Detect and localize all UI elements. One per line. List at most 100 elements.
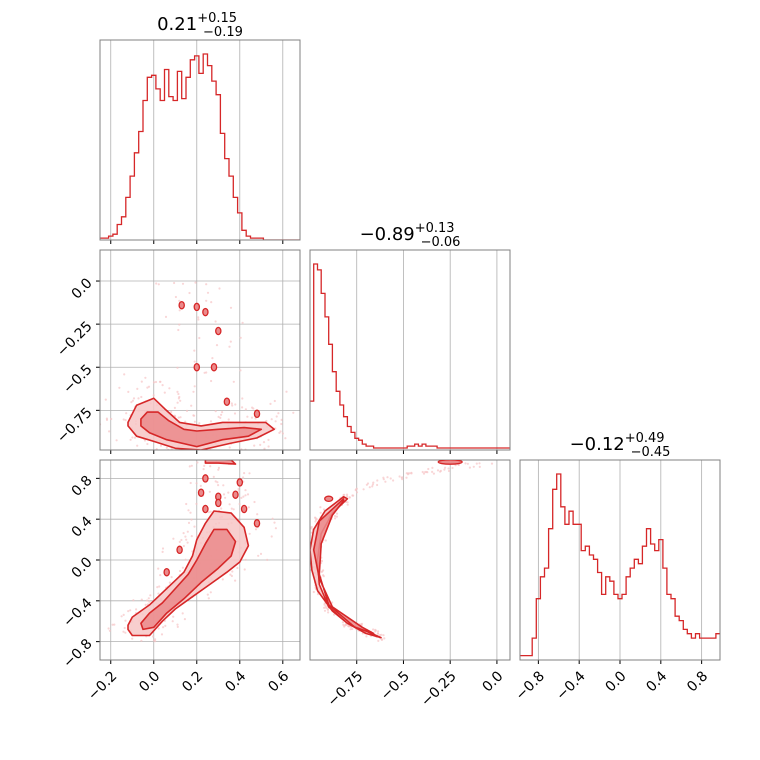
contour-island <box>193 302 201 312</box>
sample-point <box>193 349 196 352</box>
sample-point <box>383 637 386 640</box>
x-tick-label: −0.5 <box>378 668 413 703</box>
sample-point <box>208 490 211 493</box>
sample-point <box>410 472 413 475</box>
sample-point <box>159 380 162 383</box>
x-tick-label: 0.2 <box>179 668 206 695</box>
sample-point <box>319 506 322 509</box>
sample-point <box>398 475 401 478</box>
density-panel-2-0 <box>96 454 301 664</box>
sample-point <box>186 530 189 533</box>
sample-point <box>136 444 139 447</box>
sample-point <box>108 629 111 632</box>
sample-point <box>349 628 352 631</box>
hist-title-0: 0.21+0.15 −0.19 <box>157 11 243 40</box>
sample-point <box>162 626 165 629</box>
sample-point <box>187 509 190 512</box>
sample-point <box>130 401 133 404</box>
sample-point <box>259 443 262 446</box>
sample-point <box>131 637 134 640</box>
sample-point <box>210 379 213 383</box>
sample-point <box>192 390 195 393</box>
sample-point <box>129 609 132 612</box>
sample-point <box>144 376 147 379</box>
sample-point <box>439 469 442 472</box>
histogram-panel-2 <box>519 459 721 664</box>
sample-point <box>214 320 217 323</box>
sample-point <box>220 451 222 453</box>
sample-point <box>125 412 128 415</box>
sample-point <box>188 465 191 468</box>
sample-point <box>187 454 189 456</box>
sample-point <box>447 467 450 470</box>
sample-point <box>127 390 130 393</box>
sample-point <box>193 385 196 388</box>
sample-point <box>431 466 434 469</box>
sample-point <box>135 608 138 611</box>
sample-point <box>122 630 125 633</box>
sample-point <box>242 495 245 498</box>
sample-point <box>205 299 208 302</box>
sample-point <box>269 402 272 405</box>
sample-point <box>323 609 327 612</box>
sample-point <box>262 441 266 444</box>
contour-island <box>240 504 248 514</box>
sample-point <box>256 457 258 459</box>
sample-point <box>104 398 107 401</box>
sample-point <box>312 590 315 594</box>
sample-point <box>320 570 323 574</box>
sample-point <box>124 631 127 634</box>
panel-frame <box>99 459 301 661</box>
sample-point <box>190 518 193 521</box>
sample-point <box>161 547 165 550</box>
sample-point <box>324 539 327 542</box>
sample-point <box>466 462 469 465</box>
y-tick-label: −0.25 <box>54 318 96 360</box>
sample-point <box>253 500 256 504</box>
y-tick-label: −0.8 <box>60 636 95 671</box>
sample-point <box>368 486 371 489</box>
x-tick-label: −0.25 <box>418 668 460 710</box>
sample-point <box>142 456 144 458</box>
sample-point <box>315 518 318 521</box>
sample-point <box>274 527 277 530</box>
sample-point <box>221 578 224 581</box>
y-tick-label: 0.0 <box>69 275 96 302</box>
contour-island <box>236 478 244 487</box>
sample-point <box>246 415 249 418</box>
contour-island <box>253 519 261 528</box>
sample-point <box>197 318 200 321</box>
sample-point <box>163 391 166 394</box>
sample-point <box>222 493 226 496</box>
sample-point <box>376 483 379 487</box>
sample-point <box>173 414 176 417</box>
sample-point <box>195 502 198 505</box>
sample-point <box>234 579 237 582</box>
sample-point <box>198 336 201 340</box>
sample-point <box>181 612 184 615</box>
sample-point <box>327 611 330 614</box>
sample-point <box>365 635 368 638</box>
sample-point <box>220 413 223 416</box>
sample-point <box>273 399 276 403</box>
sample-point <box>240 496 243 499</box>
sample-point <box>170 410 173 414</box>
sample-point <box>280 422 283 426</box>
sample-point <box>181 566 184 569</box>
sample-point <box>190 535 193 538</box>
sample-point <box>195 482 198 485</box>
sample-point <box>248 532 251 535</box>
sample-point <box>310 527 313 530</box>
sample-point <box>265 419 268 423</box>
sample-point <box>381 638 384 641</box>
sample-point <box>468 466 471 469</box>
sample-point <box>199 484 202 487</box>
sample-point <box>307 568 309 570</box>
sample-point <box>185 502 188 506</box>
sample-point <box>251 406 254 409</box>
sample-point <box>111 623 114 626</box>
sample-point <box>274 420 277 423</box>
sample-point <box>271 517 274 520</box>
sample-point <box>254 528 258 531</box>
sample-point <box>219 416 222 419</box>
